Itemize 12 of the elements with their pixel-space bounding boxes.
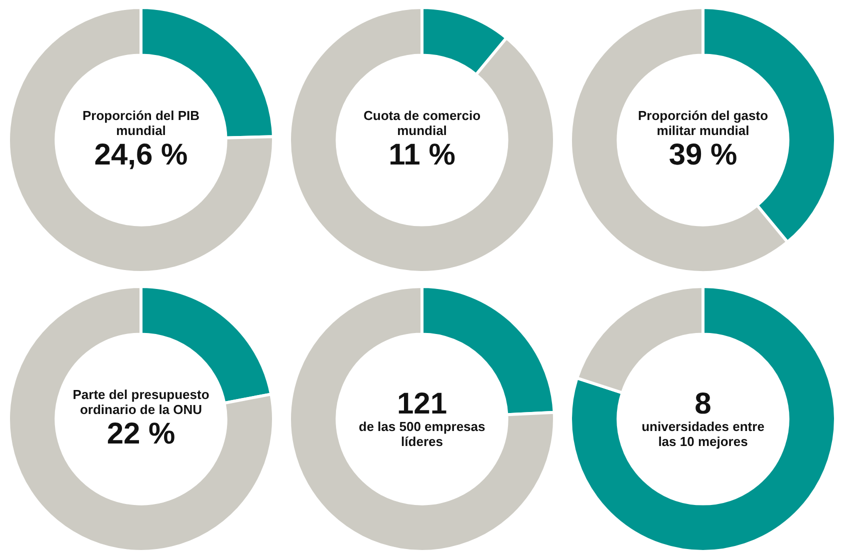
- text: de las 500 empresas líderes: [358, 419, 485, 450]
- text: 121: [396, 387, 447, 420]
- text: 8: [694, 387, 711, 420]
- text: 39 %: [668, 138, 737, 171]
- text: 11 %: [388, 138, 455, 171]
- text: universidades entre las 10 mejores: [641, 419, 764, 450]
- text: Cuota de comercio mundial: [362, 108, 480, 138]
- text: Proporción del PIB mundial: [82, 108, 200, 138]
- text: 22 %: [106, 417, 175, 450]
- text: Proporción del gasto militar mundial: [637, 108, 768, 138]
- text: 24,6 %: [94, 138, 188, 171]
- text: Parte del presupuesto ordinario de la ONU: [72, 387, 209, 418]
